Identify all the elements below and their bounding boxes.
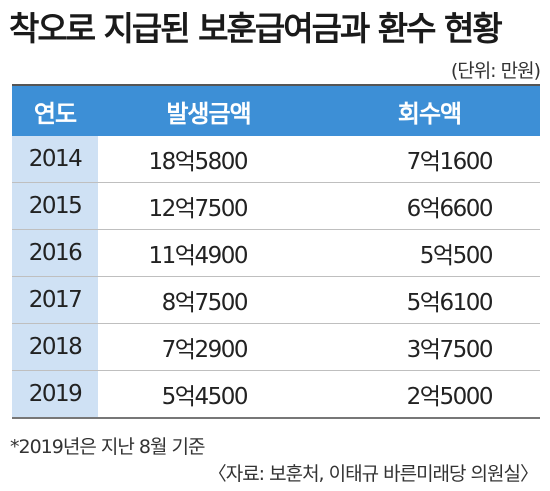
table-row: 2016 11억4900 5억500 bbox=[12, 229, 540, 277]
cell-year: 2015 bbox=[12, 182, 98, 230]
header-recovered-amount: 회수액 bbox=[319, 84, 540, 136]
cell-year: 2018 bbox=[12, 323, 98, 371]
table-row: 2019 5억4500 2억5000 bbox=[12, 370, 540, 419]
table-row: 2015 12억7500 6억6600 bbox=[12, 182, 540, 230]
cell-recovered: 3억7500 bbox=[319, 323, 540, 371]
cell-year: 2016 bbox=[12, 229, 98, 277]
header-paid-amount: 발생금액 bbox=[98, 84, 319, 136]
cell-year: 2019 bbox=[12, 370, 98, 419]
cell-paid: 18억5800 bbox=[98, 136, 319, 183]
source-credit: 〈자료: 보훈처, 이태규 바른미래당 의원실〉 bbox=[207, 463, 539, 485]
table-row: 2014 18억5800 7억1600 bbox=[12, 136, 540, 183]
data-table: 연도 발생금액 회수액 2014 18억5800 7억1600 2015 12억… bbox=[12, 84, 540, 419]
cell-recovered: 6억6600 bbox=[319, 182, 540, 230]
table-row: 2017 8억7500 5억6100 bbox=[12, 276, 540, 324]
cell-paid: 8억7500 bbox=[98, 276, 319, 324]
cell-paid: 11억4900 bbox=[98, 229, 319, 277]
cell-year: 2017 bbox=[12, 276, 98, 324]
cell-paid: 7억2900 bbox=[98, 323, 319, 371]
page-title: 착오로 지급된 보훈급여금과 환수 현황 bbox=[9, 9, 503, 48]
cell-recovered: 7억1600 bbox=[319, 136, 540, 183]
footnote: *2019년은 지난 8월 기준 bbox=[10, 436, 205, 458]
cell-recovered: 5억500 bbox=[319, 229, 540, 277]
cell-paid: 5억4500 bbox=[98, 370, 319, 419]
cell-year: 2014 bbox=[12, 136, 98, 183]
unit-label: (단위: 만원) bbox=[450, 60, 541, 82]
cell-paid: 12억7500 bbox=[98, 182, 319, 230]
cell-recovered: 2억5000 bbox=[319, 370, 540, 419]
table-header-row: 연도 발생금액 회수액 bbox=[12, 84, 540, 136]
cell-recovered: 5억6100 bbox=[319, 276, 540, 324]
header-year: 연도 bbox=[12, 84, 98, 136]
table-row: 2018 7억2900 3억7500 bbox=[12, 323, 540, 371]
